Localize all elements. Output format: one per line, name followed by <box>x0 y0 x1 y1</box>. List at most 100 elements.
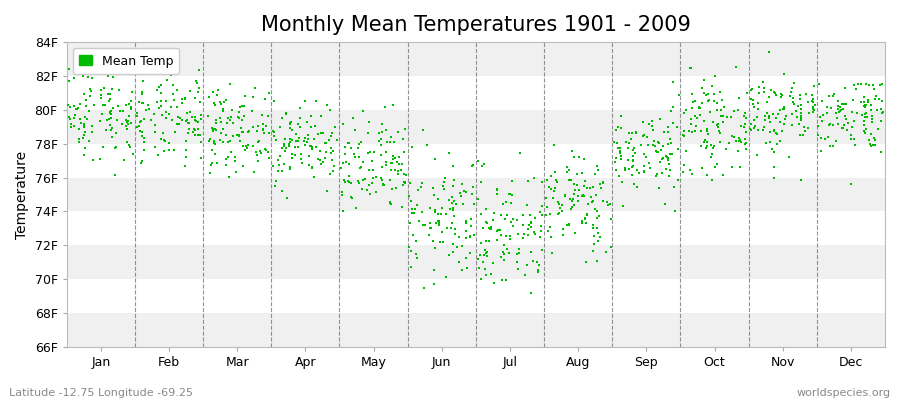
Point <box>704 142 718 148</box>
Point <box>234 125 248 131</box>
Point <box>422 225 436 231</box>
Point <box>383 167 398 173</box>
Point <box>435 204 449 211</box>
Point <box>800 99 814 105</box>
Point <box>89 65 104 72</box>
Point <box>701 91 716 97</box>
Point <box>762 129 777 136</box>
Point <box>778 112 793 119</box>
Point <box>775 92 789 98</box>
Point <box>464 250 478 256</box>
Point <box>726 134 741 141</box>
Point <box>405 210 419 217</box>
Point <box>132 123 147 129</box>
Point <box>86 129 100 136</box>
Point <box>247 169 261 176</box>
Point <box>258 146 273 152</box>
Point <box>650 171 664 178</box>
Point <box>770 114 784 121</box>
Point <box>645 118 660 124</box>
Point <box>76 132 91 138</box>
Point <box>449 201 464 207</box>
Point <box>301 135 315 142</box>
Point <box>756 126 770 133</box>
Point <box>273 124 287 130</box>
Point <box>167 129 182 136</box>
Point <box>516 235 530 241</box>
Point <box>272 162 286 168</box>
Point <box>576 193 590 199</box>
Point <box>276 161 291 168</box>
Point <box>806 96 820 102</box>
Point <box>612 172 626 179</box>
Point <box>516 212 530 218</box>
Point <box>731 148 745 154</box>
Point <box>533 209 547 216</box>
Point <box>652 140 666 146</box>
Point <box>428 156 443 162</box>
Point <box>399 171 413 178</box>
Point <box>447 213 462 220</box>
Point <box>617 167 632 173</box>
Point <box>161 111 176 117</box>
Point <box>209 127 223 133</box>
Point <box>226 132 240 139</box>
Point <box>162 140 176 146</box>
Point <box>282 140 296 147</box>
Point <box>262 155 276 162</box>
Point <box>844 124 859 130</box>
Point <box>536 203 550 210</box>
Point <box>389 184 403 191</box>
Point <box>626 156 640 163</box>
Point <box>466 201 481 207</box>
Point <box>548 185 562 191</box>
Point <box>301 132 315 138</box>
Point <box>324 132 338 139</box>
Point <box>625 171 639 178</box>
Point <box>274 152 288 159</box>
Point <box>104 86 119 93</box>
Point <box>806 109 820 115</box>
Point <box>344 145 358 151</box>
Point <box>112 87 126 93</box>
Point <box>274 168 289 174</box>
Point <box>316 130 330 136</box>
Point <box>184 88 198 94</box>
Point <box>668 208 682 215</box>
Point <box>395 136 410 142</box>
Point <box>235 117 249 123</box>
Point <box>367 149 382 155</box>
Point <box>64 121 78 128</box>
Point <box>680 148 694 154</box>
Point <box>593 185 608 192</box>
Point <box>502 236 517 242</box>
Point <box>586 248 600 254</box>
Point <box>793 92 807 99</box>
Point <box>415 180 429 186</box>
Point <box>220 96 234 103</box>
Point <box>459 234 473 241</box>
Point <box>419 141 434 148</box>
Point <box>209 117 223 123</box>
Point <box>613 145 627 152</box>
Point <box>362 119 376 126</box>
Point <box>416 126 430 133</box>
Point <box>187 126 202 132</box>
Point <box>831 121 845 127</box>
Point <box>762 114 777 121</box>
Point <box>580 185 595 192</box>
Point <box>230 132 245 138</box>
Point <box>216 126 230 132</box>
Point <box>814 147 828 154</box>
Point <box>806 104 820 111</box>
Point <box>204 124 219 131</box>
Point <box>744 87 759 93</box>
Point <box>521 178 535 184</box>
Point <box>153 82 167 88</box>
Point <box>391 129 405 136</box>
Point <box>103 108 117 115</box>
Point <box>608 167 623 174</box>
Point <box>446 241 460 248</box>
Point <box>614 153 628 160</box>
Point <box>363 191 377 198</box>
